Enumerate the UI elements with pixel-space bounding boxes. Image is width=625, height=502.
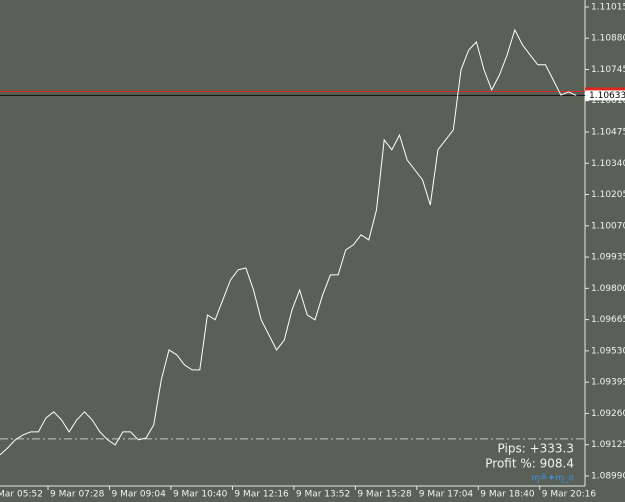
y-tick-label: 1.09125 — [591, 440, 625, 450]
x-tick-label: 9 Mar 09:04 — [111, 490, 166, 500]
y-tick-label: 1.10610 — [591, 96, 625, 106]
y-tick-label: 1.09530 — [591, 346, 625, 356]
x-tick-label: 9 Mar 20:16 — [542, 490, 597, 500]
x-tick-label: 9 Mar 10:40 — [173, 490, 228, 500]
y-tick-label: 1.10205 — [591, 190, 625, 200]
y-tick-label: 1.09800 — [591, 284, 625, 294]
current-price-label: 1.10633 — [589, 91, 625, 101]
profit-text: Profit %: 908.4 — [485, 457, 574, 471]
y-tick-label: 1.10340 — [591, 159, 625, 169]
y-tick-label: 1.08990 — [591, 471, 625, 481]
y-tick-label: 1.10880 — [591, 34, 625, 44]
x-tick-label: 9 Mar 15:28 — [357, 490, 412, 500]
y-tick-label: 1.10070 — [591, 221, 625, 231]
y-tick-label: 1.11015 — [591, 2, 625, 12]
y-tick-label: 1.10745 — [591, 65, 625, 75]
x-tick-label: 9 Mar 18:40 — [480, 490, 535, 500]
y-tick-label: 1.09935 — [591, 253, 625, 263]
pips-text: Pips: +333.3 — [498, 442, 574, 456]
y-tick-label: 1.09665 — [591, 315, 625, 325]
x-tick-label: 9 Mar 05:52 — [0, 490, 43, 500]
x-tick-label: 9 Mar 07:28 — [50, 490, 105, 500]
x-tick-label: 9 Mar 13:52 — [296, 490, 350, 500]
y-tick-label: 1.10475 — [591, 128, 625, 138]
x-tick-label: 9 Mar 17:04 — [419, 490, 474, 500]
brand-text: ɱ≙✦ɱ_ȣ — [531, 473, 574, 484]
current-price-box — [585, 90, 625, 101]
y-tick-label: 1.09260 — [591, 409, 625, 419]
price-line — [0, 28, 577, 456]
y-tick-label: 1.09395 — [591, 378, 625, 388]
x-tick-label: 9 Mar 12:16 — [234, 490, 289, 500]
